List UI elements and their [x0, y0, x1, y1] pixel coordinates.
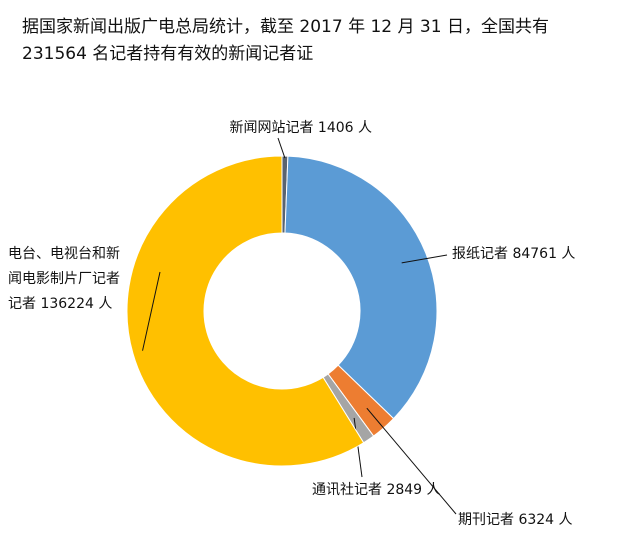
slice-label-4: 通讯社记者 2849 人	[312, 482, 441, 498]
leader-line-2	[401, 254, 448, 264]
chart-title: 据国家新闻出版广电总局统计，截至 2017 年 12 月 31 日，全国共有 2…	[22, 14, 622, 68]
chart-title-line-1: 据国家新闻出版广电总局统计，截至 2017 年 12 月 31 日，全国共有	[22, 17, 549, 37]
chart-title-line-2: 231564 名记者持有有效的新闻记者证	[22, 44, 314, 64]
slice-label-2: 报纸记者 84761 人	[452, 246, 575, 262]
leader-line-3	[366, 407, 457, 515]
slice-label-5: 电台、电视台和新闻电影制片厂记者记者 136224 人	[8, 246, 120, 312]
slice-label-1: 新闻网站记者 1406 人	[229, 120, 372, 136]
leader-line-5	[142, 271, 161, 351]
slice-5	[126, 155, 365, 467]
leader-line-1	[277, 137, 286, 159]
leader-line-4	[353, 417, 363, 478]
donut-hole	[204, 233, 360, 389]
slice-label-3: 期刊记者 6324 人	[458, 512, 573, 528]
